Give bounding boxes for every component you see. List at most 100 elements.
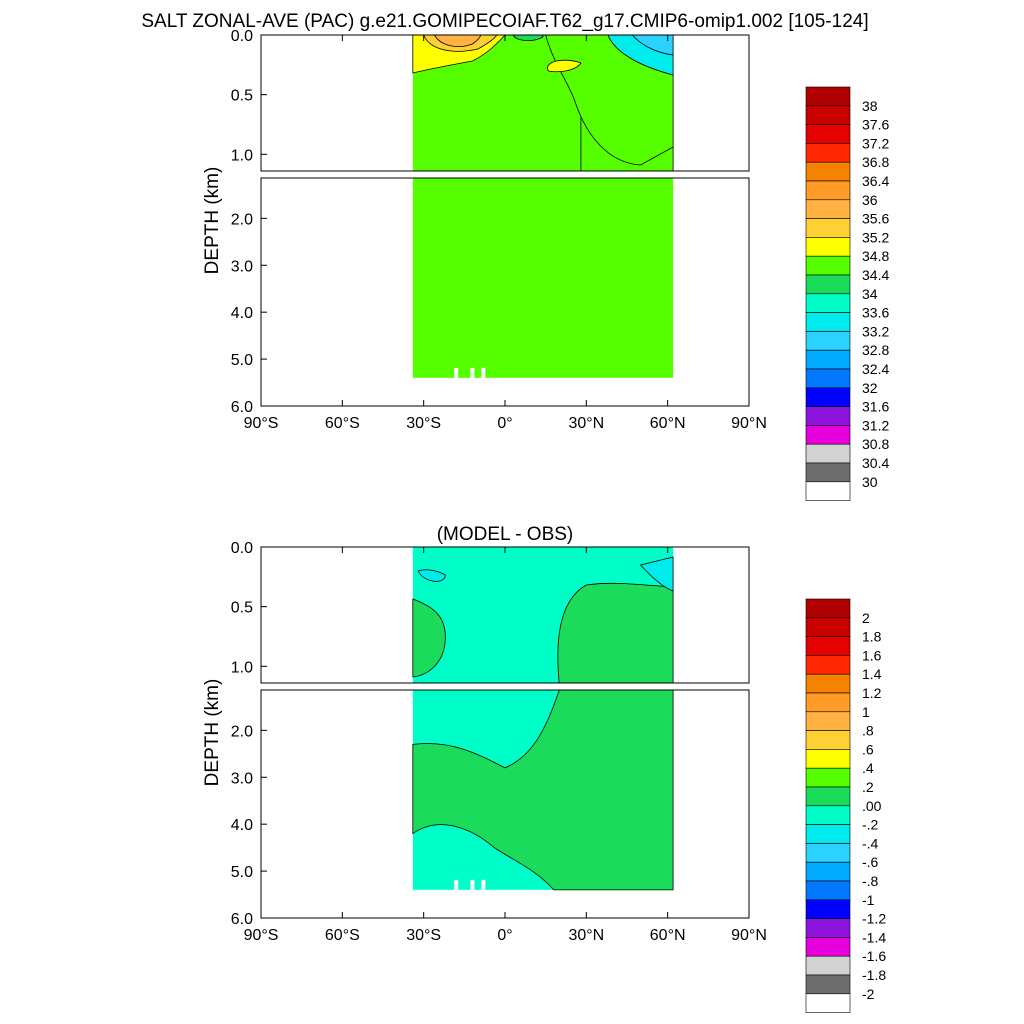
panel-title: (MODEL - OBS) bbox=[437, 524, 574, 545]
panels: 0.0 0.5 1.0 2.0 3.0 4.0 5.0 6.0 90°S 60°S 30°S 0° 30… bbox=[202, 28, 889, 1013]
colorbar-label: 38 bbox=[862, 98, 878, 114]
colorbar-label: 32 bbox=[862, 380, 878, 396]
lower-field bbox=[412, 178, 674, 378]
colorbar-label: 30.4 bbox=[862, 455, 889, 471]
colorbar-label: 1.8 bbox=[862, 629, 882, 645]
colorbar-box bbox=[805, 673, 851, 694]
colorbar-box bbox=[805, 730, 851, 750]
colorbar-label: 34 bbox=[862, 286, 878, 302]
colorbar-box bbox=[805, 124, 851, 144]
x-tick-label: 0° bbox=[497, 415, 512, 432]
y-tick-label: 1.0 bbox=[231, 147, 253, 164]
colorbar-box bbox=[805, 617, 851, 637]
colorbar-box bbox=[805, 406, 851, 426]
colorbar-label: 30.8 bbox=[862, 436, 889, 452]
colorbar-label: 1.6 bbox=[862, 647, 882, 663]
colorbar-label: 33.2 bbox=[862, 323, 889, 339]
upper-field bbox=[412, 547, 674, 683]
colorbar-box bbox=[805, 749, 851, 769]
colorbar-label: -1.4 bbox=[862, 929, 886, 945]
contour-sw bbox=[412, 598, 446, 678]
colorbar-label: 37.6 bbox=[862, 117, 889, 133]
x-tick-label: 30°N bbox=[568, 927, 604, 944]
colorbar-label: .2 bbox=[862, 779, 874, 795]
colorbar-box bbox=[805, 105, 851, 125]
colorbar-label: 37.2 bbox=[862, 135, 889, 151]
colorbar-label: 33.6 bbox=[862, 305, 889, 321]
colorbar-label: 36.8 bbox=[862, 154, 889, 170]
colorbar-label: .8 bbox=[862, 723, 874, 739]
x-tick-label: 90°N bbox=[731, 415, 767, 432]
colorbar-label: 31.2 bbox=[862, 417, 889, 433]
x-tick-label: 30°S bbox=[406, 415, 441, 432]
colorbar-box bbox=[805, 161, 851, 182]
colorbar-box bbox=[805, 349, 851, 370]
x-tick-label: 90°N bbox=[731, 927, 767, 944]
y-tick-label: 0.0 bbox=[231, 28, 253, 45]
figure-title: SALT ZONAL-AVE (PAC) g.e21.GOMIPECOIAF.T… bbox=[141, 11, 868, 32]
panel-2: 0.0 0.5 1.0 2.0 3.0 4.0 5.0 6.090°S 60°S 30°S 0° 30… bbox=[202, 524, 886, 1013]
colorbar-label: 1.2 bbox=[862, 685, 882, 701]
colorbar-box bbox=[805, 955, 851, 976]
colorbar-label: 1.4 bbox=[862, 666, 882, 682]
colorbar-label: -1.8 bbox=[862, 967, 886, 983]
colorbar-label: -1 bbox=[862, 892, 875, 908]
colorbar-label: 32.4 bbox=[862, 361, 889, 377]
colorbar-box bbox=[805, 425, 851, 445]
colorbar-label: -2 bbox=[862, 986, 875, 1002]
colorbar-box bbox=[805, 255, 851, 276]
y-tick-label: 5.0 bbox=[231, 864, 253, 881]
x-tick-label: 60°N bbox=[650, 927, 686, 944]
y-tick-label: 4.0 bbox=[231, 817, 253, 834]
colorbar-box bbox=[805, 86, 851, 107]
y-tick-label: 0.5 bbox=[231, 88, 253, 105]
seafloor-notch bbox=[454, 879, 459, 890]
y-tick-label: 2.0 bbox=[231, 211, 253, 228]
contour-eq bbox=[512, 35, 544, 41]
y-axis-label: DEPTH (km) bbox=[202, 167, 223, 275]
colorbar-label: -.4 bbox=[862, 835, 879, 851]
y-tick-label: 3.0 bbox=[231, 258, 253, 275]
colorbar-label: .4 bbox=[862, 760, 874, 776]
colorbar-box bbox=[805, 861, 851, 882]
colorbar-box bbox=[805, 312, 851, 332]
colorbar-box bbox=[805, 899, 851, 919]
colorbar-box bbox=[805, 993, 851, 1013]
colorbar-box bbox=[805, 786, 851, 807]
colorbar-label: 34.8 bbox=[862, 248, 889, 264]
colorbar-label: 36 bbox=[862, 192, 878, 208]
colorbar-label: 1 bbox=[862, 704, 870, 720]
x-tick-label: 60°S bbox=[325, 415, 360, 432]
colorbar-box bbox=[805, 843, 851, 863]
seafloor-notch bbox=[470, 367, 475, 378]
field-lower bbox=[412, 178, 674, 378]
colorbar-box bbox=[805, 481, 851, 501]
colorbar-box bbox=[805, 711, 851, 731]
y-tick-label: 6.0 bbox=[231, 399, 253, 416]
colorbar: 21.81.61.41.21.8.6.4.2.00-.2-.4-.6-.8-1-… bbox=[805, 598, 886, 1013]
colorbar-label: 30 bbox=[862, 474, 878, 490]
contour-blue bbox=[631, 35, 674, 56]
colorbar-label: .00 bbox=[862, 798, 882, 814]
colorbar: 38 37.6 37.2 36.8 36.4 36 35.6 35.2 34.8 34.4 34 33… bbox=[805, 86, 889, 501]
x-tick-label: 60°N bbox=[650, 415, 686, 432]
colorbar-label: -.2 bbox=[862, 817, 879, 833]
contour-spot bbox=[417, 569, 446, 582]
colorbar-box bbox=[805, 824, 851, 844]
colorbar-box bbox=[805, 387, 851, 407]
y-tick-label: 4.0 bbox=[231, 305, 253, 322]
y-tick-label: 0.5 bbox=[231, 600, 253, 617]
x-tick-label: 30°N bbox=[568, 415, 604, 432]
colorbar-label: 2 bbox=[862, 610, 870, 626]
contour-spot bbox=[547, 59, 582, 73]
seafloor-notch bbox=[481, 879, 486, 890]
panel-1: 0.0 0.5 1.0 2.0 3.0 4.0 5.0 6.090°S 60°S 30°S 0° 30… bbox=[202, 28, 889, 501]
colorbar-box bbox=[805, 636, 851, 656]
colorbar-box bbox=[805, 180, 851, 201]
colorbar-box bbox=[805, 937, 851, 957]
colorbar-box bbox=[805, 462, 851, 483]
x-tick-label: 90°S bbox=[244, 927, 279, 944]
contour-lower bbox=[412, 690, 674, 891]
seafloor-notch bbox=[454, 367, 459, 378]
contour-nw bbox=[639, 556, 674, 592]
